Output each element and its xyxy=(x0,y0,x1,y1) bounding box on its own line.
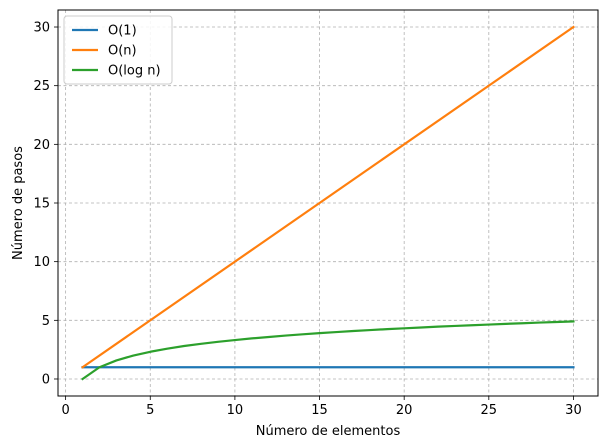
y-tick-label: 25 xyxy=(33,79,50,94)
series-line-2 xyxy=(81,25,575,369)
y-axis-label: Número de pasos xyxy=(11,146,26,260)
y-tick-label: 30 xyxy=(33,21,50,36)
legend: O(1) O(n) O(log n) xyxy=(63,15,173,85)
x-tick-label: 10 xyxy=(227,403,244,418)
x-axis-label: Número de elementos xyxy=(256,424,401,439)
series-line-3 xyxy=(81,320,575,381)
x-tick-label: 20 xyxy=(396,403,413,418)
legend-label: O(n) xyxy=(108,44,137,59)
legend-box xyxy=(63,15,173,85)
x-tick-label: 25 xyxy=(481,403,498,418)
y-tick-label: 10 xyxy=(33,255,50,270)
y-tick-label: 20 xyxy=(33,138,50,153)
legend-label: O(log n) xyxy=(108,64,161,79)
x-tick-label: 15 xyxy=(311,403,328,418)
axis-ticks: 0 5 10 15 20 25 30 0 5 10 15 20 25 30 xyxy=(33,21,581,418)
legend-label: O(1) xyxy=(108,24,137,39)
y-tick-label: 5 xyxy=(42,314,50,329)
x-tick-label: 0 xyxy=(61,403,69,418)
x-tick-label: 30 xyxy=(565,403,582,418)
y-tick-label: 0 xyxy=(42,372,50,387)
x-tick-label: 5 xyxy=(146,403,154,418)
series-lines xyxy=(81,25,575,381)
y-tick-label: 15 xyxy=(33,197,50,212)
